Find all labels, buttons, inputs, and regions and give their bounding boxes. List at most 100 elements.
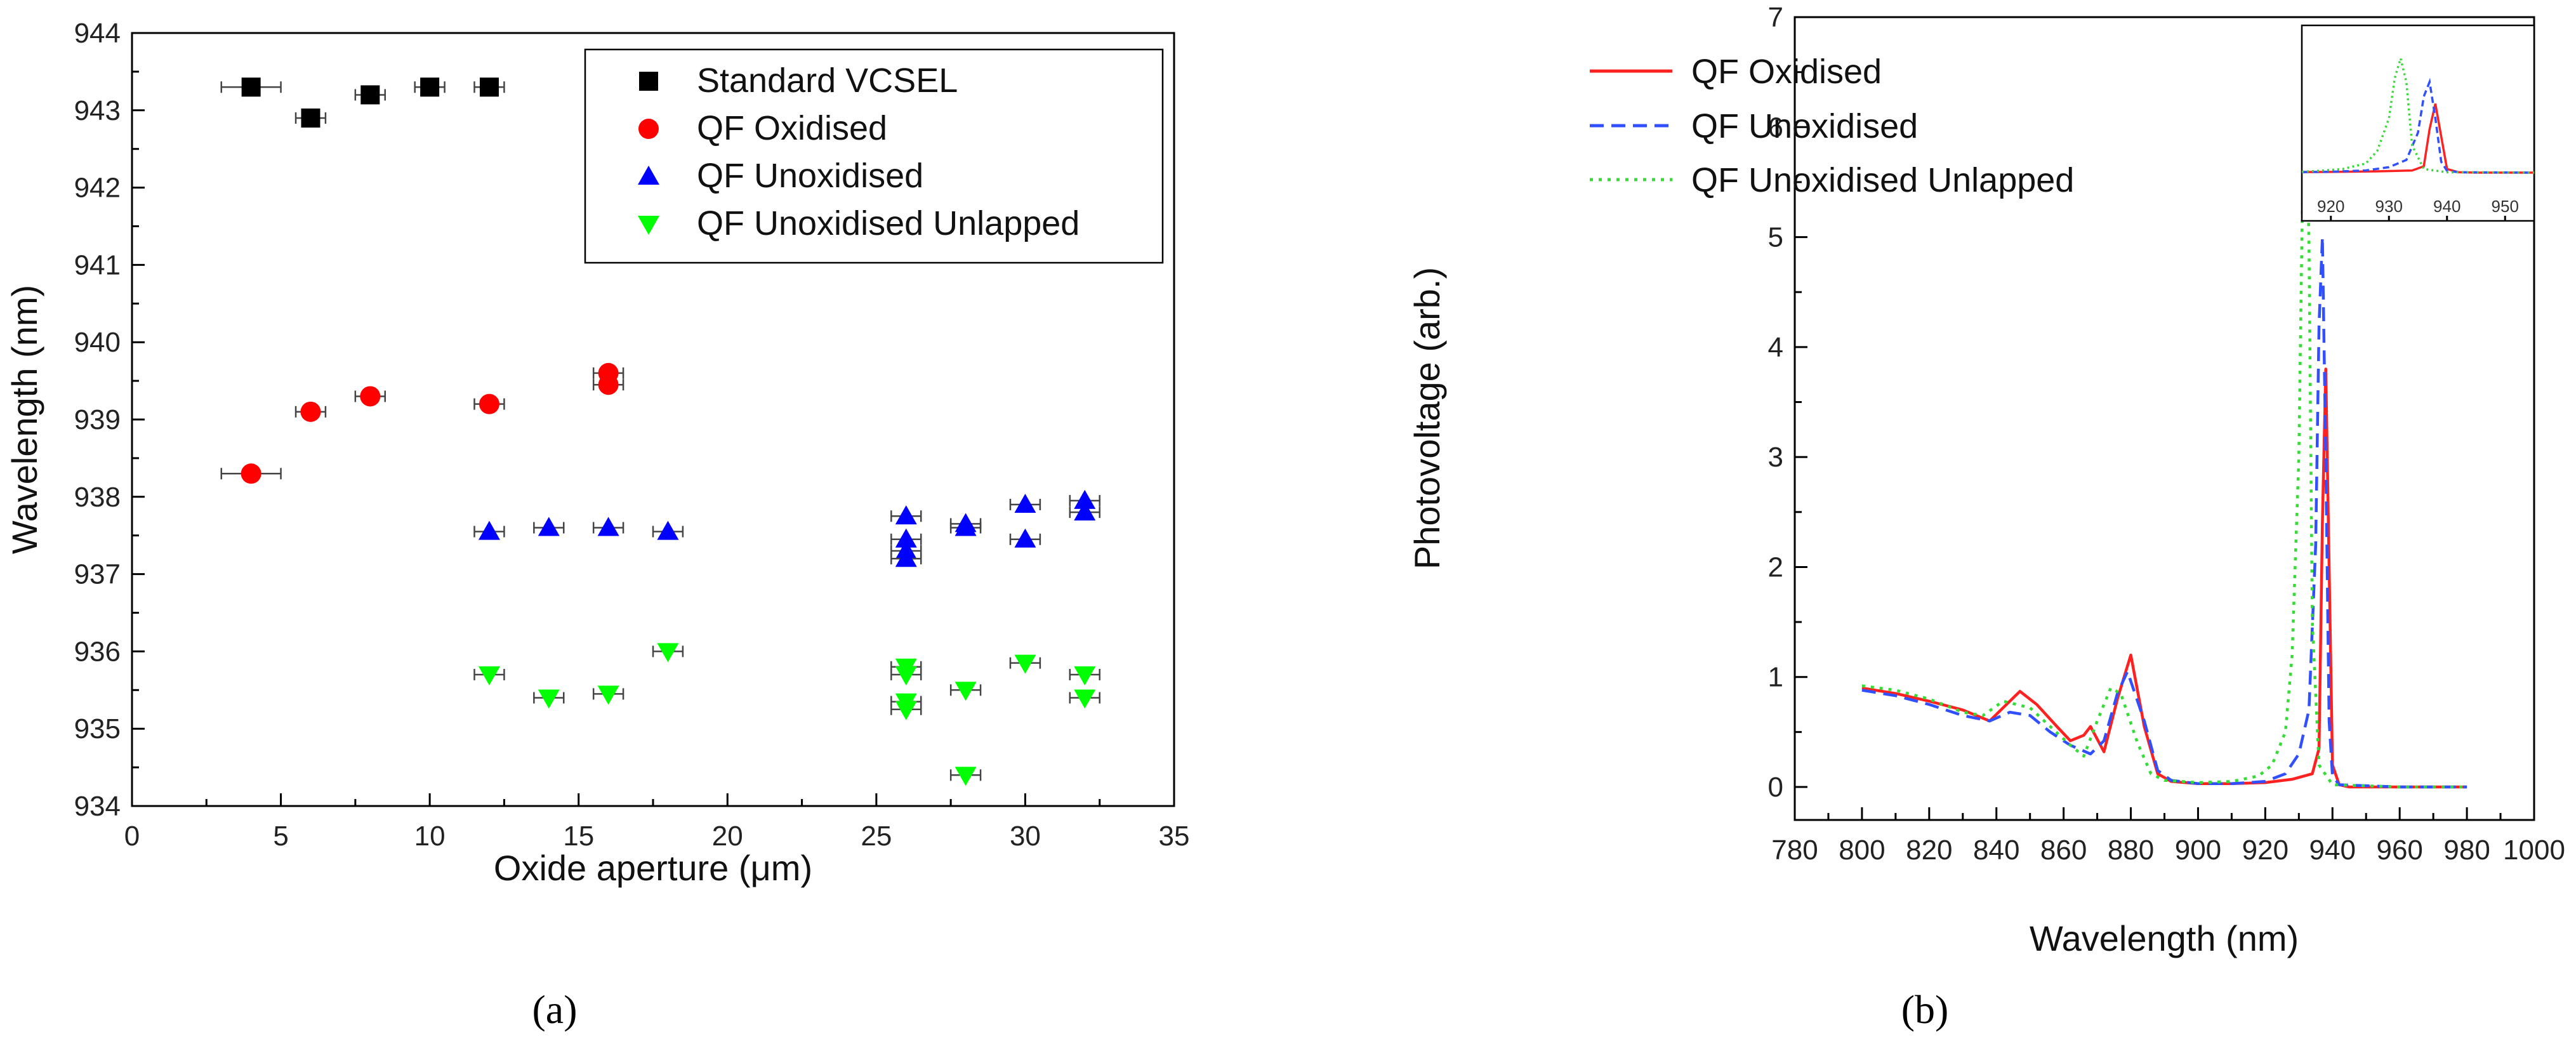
chart-a-y-tick-label: 939 (74, 404, 121, 435)
chart-a-x-tick-label: 20 (712, 821, 743, 852)
legend-marker-qf-oxidised (638, 119, 659, 139)
chart-a-y-axis: 934 935 936 937 938 939 940 941 942 943 944 (74, 18, 145, 822)
chart-b-y-axis: 0 1 2 3 4 5 6 7 (1768, 2, 1807, 803)
chart-b: 780 800 820 840 860 880 900 920 940 960 980 1000 0 1… (1407, 2, 2565, 1032)
chart-b-x-tick-label: 980 (2443, 835, 2490, 866)
inset-line-qf-unoxidised-unlapped (2301, 54, 2535, 174)
series-line-qf-unoxidised (1861, 235, 2467, 789)
chart-a-x-tick-label: 5 (273, 821, 288, 852)
chart-a-x-label: Oxide aperture (μm) (494, 848, 812, 888)
data-point-qf-oxidised (479, 393, 499, 414)
chart-b-x-tick-label: 800 (1839, 835, 1885, 866)
data-point-qf-unoxidised-unlapped (895, 701, 917, 720)
data-point-standard-vcsel (241, 77, 261, 97)
chart-a-y-tick-label: 942 (74, 173, 121, 204)
chart-b-y-tick-label: 7 (1768, 2, 1783, 33)
data-point-qf-unoxidised-unlapped (954, 767, 977, 786)
data-point-qf-unoxidised (538, 517, 560, 536)
chart-b-x-tick-label: 940 (2309, 835, 2356, 866)
data-point-qf-unoxidised (478, 520, 500, 540)
chart-b-y-tick-label: 5 (1768, 222, 1783, 253)
chart-b-y-label: Photovoltage (arb.) (1407, 267, 1447, 569)
chart-b-x-tick-label: 880 (2108, 835, 2154, 866)
data-point-qf-unoxidised-unlapped (597, 685, 619, 705)
chart-a-y-label: Wavelength (nm) (4, 285, 44, 554)
data-point-qf-oxidised (360, 386, 381, 407)
chart-a-y-tick-label: 940 (74, 327, 121, 358)
data-point-qf-unoxidised-unlapped (895, 666, 917, 685)
data-point-qf-oxidised (241, 463, 261, 484)
chart-b-y-tick-label: 6 (1768, 112, 1783, 143)
data-point-qf-unoxidised-unlapped (1074, 689, 1096, 709)
chart-b-legend: QF Oxidised QF Unoxidised QF Unoxidised … (1590, 53, 2074, 199)
data-point-qf-unoxidised (895, 548, 917, 567)
panel-a-label: (a) (532, 987, 577, 1032)
data-point-qf-unoxidised (1074, 501, 1096, 521)
data-point-qf-unoxidised (895, 528, 917, 548)
chart-b-x-label: Wavelength (nm) (2030, 918, 2299, 958)
chart-b-x-tick-label: 1000 (2503, 835, 2565, 866)
data-point-qf-unoxidised (597, 517, 619, 536)
chart-b-inset-frame (2301, 24, 2535, 222)
inset-x-tick-label: 930 (2375, 197, 2403, 216)
data-point-qf-unoxidised (657, 520, 679, 540)
chart-a-legend-qf-oxidised: QF Oxidised (697, 109, 887, 147)
legend-marker-qf-unoxidised (638, 166, 659, 185)
data-point-qf-oxidised (300, 401, 321, 422)
chart-b-series-lines (1861, 93, 2467, 789)
chart-b-inset: 920 930 940 950 (2301, 24, 2535, 222)
data-point-qf-unoxidised-unlapped (1074, 666, 1096, 685)
chart-a-x-tick-label: 25 (861, 821, 892, 852)
series-line-qf-oxidised (1861, 367, 2467, 789)
chart-b-x-tick-label: 780 (1771, 835, 1818, 866)
chart-b-y-tick-label: 1 (1768, 662, 1783, 693)
data-point-qf-unoxidised (895, 505, 917, 525)
data-point-qf-unoxidised-unlapped (538, 689, 560, 709)
chart-b-y-tick-label: 0 (1768, 772, 1783, 803)
data-point-qf-unoxidised (1014, 528, 1036, 548)
chart-a-legend: Standard VCSEL QF Oxidised QF Unoxidised… (584, 48, 1164, 264)
chart-a-legend-standard-vcsel: Standard VCSEL (697, 62, 958, 100)
inset-x-tick-label: 920 (2317, 197, 2344, 216)
data-point-standard-vcsel (479, 77, 499, 97)
chart-b-x-tick-label: 960 (2376, 835, 2422, 866)
chart-a-x-tick-label: 30 (1010, 821, 1041, 852)
chart-a-y-tick-label: 944 (74, 18, 121, 49)
legend-marker-qf-unoxidised-unlapped (638, 216, 659, 235)
panel-b-label: (b) (1901, 987, 1949, 1032)
chart-a-x-axis: 0 5 10 15 20 25 30 35 (124, 793, 1190, 852)
chart-a-legend-qf-unoxidised-unlapped: QF Unoxidised Unlapped (697, 204, 1080, 242)
chart-a-legend-box (584, 48, 1164, 264)
chart-b-x-tick-label: 900 (2175, 835, 2221, 866)
data-point-qf-unoxidised (954, 513, 977, 532)
chart-a-x-tick-label: 35 (1159, 821, 1190, 852)
chart-a-y-tick-label: 938 (74, 482, 121, 513)
data-point-qf-unoxidised-unlapped (1014, 654, 1036, 674)
inset-x-tick-label: 950 (2492, 197, 2519, 216)
data-point-qf-oxidised (598, 374, 619, 395)
chart-b-legend-qf-unoxidised: QF Unoxidised (1691, 107, 1918, 145)
chart-b-legend-qf-oxidised: QF Oxidised (1691, 53, 1882, 91)
chart-a-y-tick-label: 943 (74, 95, 121, 126)
chart-a: 0 5 10 15 20 25 30 35 9349359369379389399409419… (4, 18, 1189, 1032)
inset-x-tick-label: 940 (2433, 197, 2460, 216)
legend-marker-standard-vcsel (639, 72, 658, 91)
chart-a-y-tick-label: 936 (74, 636, 121, 667)
data-point-standard-vcsel (420, 77, 440, 97)
series-line-qf-unoxidised-unlapped (1861, 93, 2467, 789)
chart-a-data-points (220, 77, 1100, 786)
chart-b-x-tick-label: 840 (1973, 835, 2019, 866)
chart-b-x-tick-label: 860 (2040, 835, 2087, 866)
data-point-qf-unoxidised (1014, 493, 1036, 513)
chart-a-legend-qf-unoxidised: QF Unoxidised (697, 157, 923, 195)
data-point-qf-unoxidised-unlapped (954, 682, 977, 701)
chart-b-y-tick-label: 4 (1768, 332, 1783, 363)
data-point-qf-unoxidised-unlapped (478, 666, 500, 685)
chart-b-legend-qf-unoxidised-unlapped: QF Unoxidised Unlapped (1691, 161, 2074, 199)
chart-a-y-tick-label: 934 (74, 791, 121, 822)
chart-b-x-axis: 780 800 820 840 860 880 900 920 940 960 980 1000 (1771, 807, 2565, 866)
inset-line-qf-unoxidised (2301, 77, 2535, 174)
data-point-qf-unoxidised-unlapped (657, 643, 679, 663)
data-point-standard-vcsel (360, 85, 380, 105)
